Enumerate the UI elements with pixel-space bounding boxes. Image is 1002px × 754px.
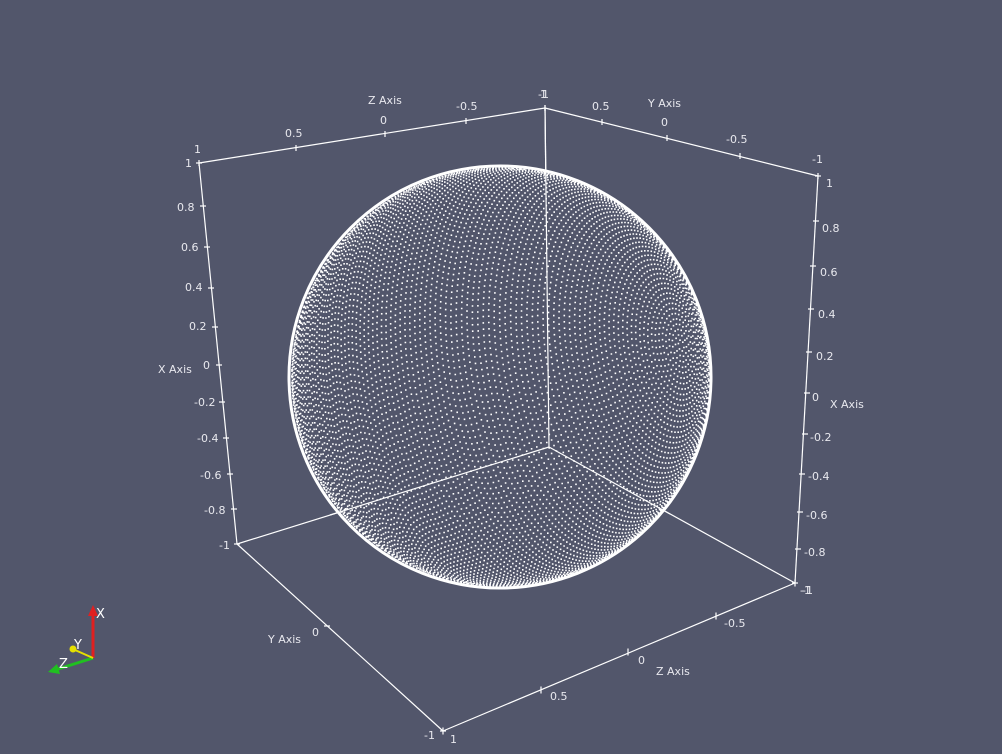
tick-label: 0 [312,626,319,639]
axis-edge-left-vertical [198,162,238,545]
inner-vertical-line [544,107,550,448]
tick-label: 0.6 [181,241,199,254]
tick-label: 0 [638,654,645,667]
tick-label: -0.2 [194,396,215,409]
z-axis-title-top: Z Axis [368,94,402,107]
tick-label: 0 [203,359,210,372]
tick-label: 1 [450,733,457,746]
sphere-point-rings [291,167,711,587]
inner-axes-through-sphere [329,107,671,516]
axis-edge-bottom-left [236,543,444,732]
orientation-y-label: Y [73,638,82,653]
tick-label: -1 [424,729,435,742]
tick-label: 0.8 [822,222,840,235]
tick-label: 1 [185,157,192,170]
orientation-axes-widget: X Y Z [48,605,105,674]
tick-label: -0.6 [806,509,827,522]
x-axis-title-right: X Axis [830,398,864,411]
tick-label: 1 [826,177,833,190]
tick-label: -0.5 [724,617,745,630]
tick-label: 0 [380,114,387,127]
sphere-points [291,167,711,587]
tick-label: -0.8 [204,504,225,517]
tick-label: -1 [800,584,811,597]
x-axis-title-left: X Axis [158,363,192,376]
axis-edge-bottom-right [442,582,796,732]
orientation-y-axis [74,649,94,659]
tick-label: -0.4 [197,432,218,445]
tick-label: -0.5 [456,100,477,113]
orientation-x-arrowhead [88,605,98,616]
point-cloud-sphere[interactable] [287,164,713,590]
orientation-x-label: X [96,607,105,622]
tick-marks [196,105,821,735]
z-axis-title-bottom: Z Axis [656,665,690,678]
axis-edge-right-vertical [794,175,819,584]
tick-label: -0.6 [200,469,221,482]
tick-labels: 10.80.60.40.20-0.2-0.4-0.6-0.8-110.80.60… [177,88,840,746]
tick-label: -1 [802,584,813,597]
orientation-z-arrowhead [48,664,60,674]
tick-label: 1 [194,143,201,156]
tick-label: 0 [661,116,668,129]
tick-label: 0.6 [820,266,838,279]
sphere-outline [287,164,713,590]
tick-label: 0.8 [177,201,195,214]
tick-label: 1 [540,88,547,101]
tick-label: -0.5 [726,133,747,146]
tick-label: 0 [812,391,819,404]
axis-edge-top-right [544,107,819,177]
orientation-y-arrowhead [69,645,77,653]
tick-label: -0.4 [808,470,829,483]
inner-right-line [548,446,671,515]
tick-label: 0.2 [189,320,207,333]
tick-label: 0.4 [818,308,836,321]
inner-left-line [329,446,550,516]
tick-label: 0.4 [185,281,203,294]
tick-label: -0.2 [810,431,831,444]
orientation-z-label: Z [59,657,68,672]
sphere-body [289,166,711,588]
orientation-z-axis [54,656,94,672]
tick-label: 0.5 [592,100,610,113]
axis-edge-top-left [198,107,546,164]
tick-label: -0.8 [804,546,825,559]
tick-label: -1 [219,539,230,552]
tick-label: 0.5 [285,127,303,140]
tick-label: 0.2 [816,350,834,363]
y-axis-title-top: Y Axis [647,97,681,110]
tick-label: -1 [538,88,549,101]
y-axis-title-bottom: Y Axis [267,633,301,646]
tick-label: 0.5 [550,690,568,703]
tick-label: -1 [812,153,823,166]
